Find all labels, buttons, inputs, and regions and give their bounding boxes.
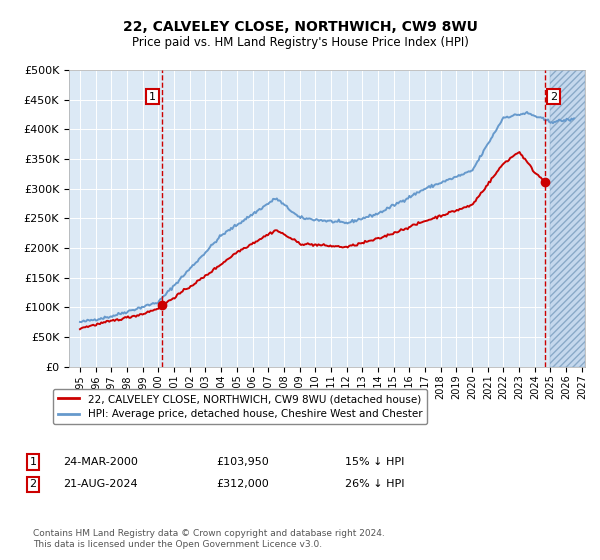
Text: Price paid vs. HM Land Registry's House Price Index (HPI): Price paid vs. HM Land Registry's House … [131,36,469,49]
Text: 26% ↓ HPI: 26% ↓ HPI [345,479,404,489]
Text: 2: 2 [29,479,37,489]
Text: £103,950: £103,950 [216,457,269,467]
Text: 24-MAR-2000: 24-MAR-2000 [63,457,138,467]
Text: 1: 1 [149,92,156,102]
Bar [550,70,585,367]
Text: Contains HM Land Registry data © Crown copyright and database right 2024.
This d: Contains HM Land Registry data © Crown c… [33,529,385,549]
Text: 1: 1 [29,457,37,467]
Text: £312,000: £312,000 [216,479,269,489]
Text: 21-AUG-2024: 21-AUG-2024 [63,479,137,489]
Text: 2: 2 [550,92,557,102]
Text: 15% ↓ HPI: 15% ↓ HPI [345,457,404,467]
Text: 22, CALVELEY CLOSE, NORTHWICH, CW9 8WU: 22, CALVELEY CLOSE, NORTHWICH, CW9 8WU [122,20,478,34]
Legend: 22, CALVELEY CLOSE, NORTHWICH, CW9 8WU (detached house), HPI: Average price, det: 22, CALVELEY CLOSE, NORTHWICH, CW9 8WU (… [53,389,427,424]
